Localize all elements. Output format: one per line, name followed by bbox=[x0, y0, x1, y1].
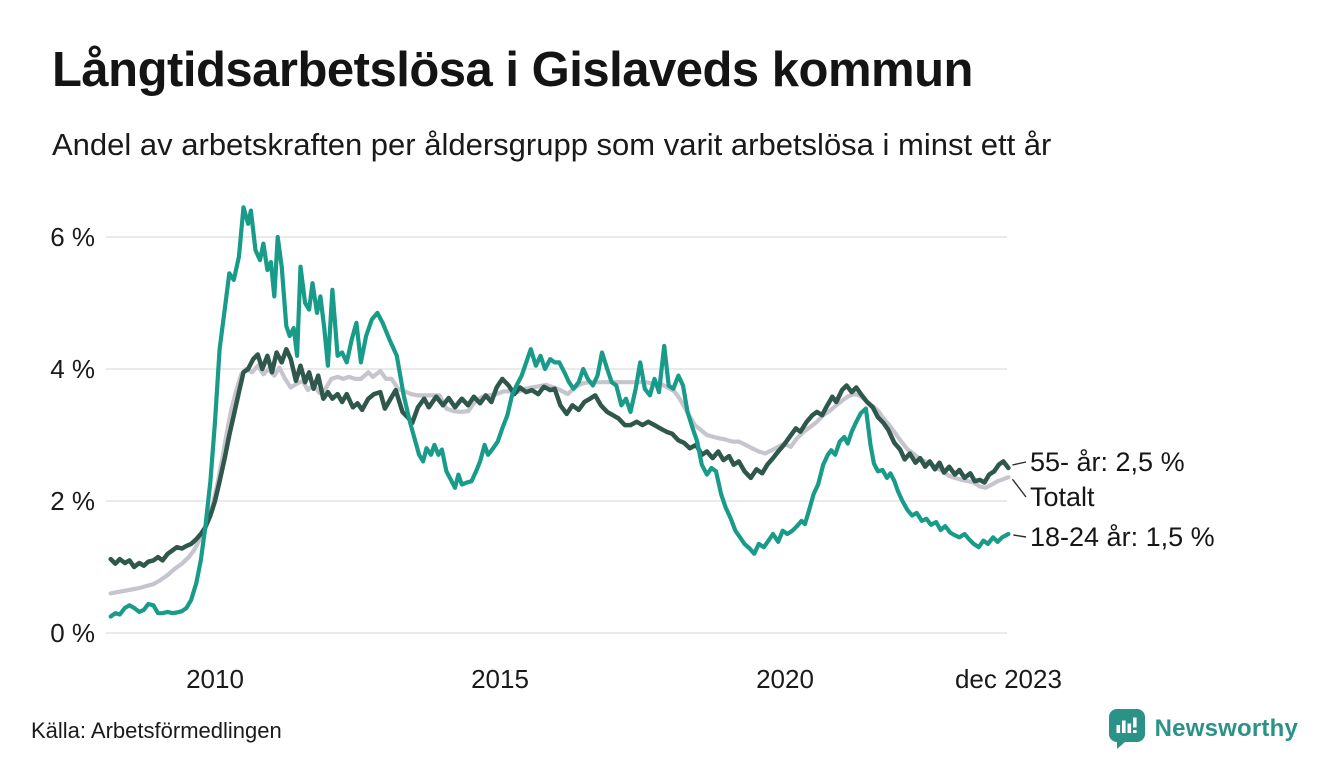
series-line-18-24-år bbox=[108, 205, 1011, 619]
y-axis-label-2: 2 % bbox=[50, 486, 95, 516]
line-end-label-18-24-år: 18-24 år: 1,5 % bbox=[1030, 522, 1215, 552]
chart-subtitle: Andel av arbetskraften per åldersgrupp s… bbox=[52, 127, 1052, 162]
x-axis-label-2020: 2020 bbox=[756, 664, 814, 694]
annotation-connector-Totalt bbox=[1011, 478, 1027, 498]
y-axis-label-6: 6 % bbox=[50, 222, 95, 252]
x-axis-label-dec-2023: dec 2023 bbox=[955, 664, 1062, 694]
x-axis-label-2010: 2010 bbox=[186, 664, 244, 694]
newsworthy-bubble-chart-icon bbox=[1108, 708, 1146, 749]
page-title: Långtidsarbetslösa i Gislaveds kommun bbox=[52, 43, 973, 97]
source-note: Källa: Arbetsförmedlingen bbox=[31, 718, 282, 743]
x-axis-label-2015: 2015 bbox=[471, 664, 529, 694]
annotation-connector-55--år bbox=[1012, 461, 1027, 466]
newsworthy-logo: Newsworthy bbox=[1108, 708, 1298, 749]
series-line-55--år bbox=[108, 346, 1011, 570]
annotation-connector-18-24-år bbox=[1013, 534, 1027, 538]
newsworthy-wordmark: Newsworthy bbox=[1154, 714, 1298, 742]
y-axis-label-4: 4 % bbox=[50, 354, 95, 384]
line-end-label-Totalt: Totalt bbox=[1030, 482, 1095, 512]
y-axis-label-0: 0 % bbox=[50, 618, 95, 648]
line-end-label-55--år: 55- år: 2,5 % bbox=[1030, 447, 1185, 477]
